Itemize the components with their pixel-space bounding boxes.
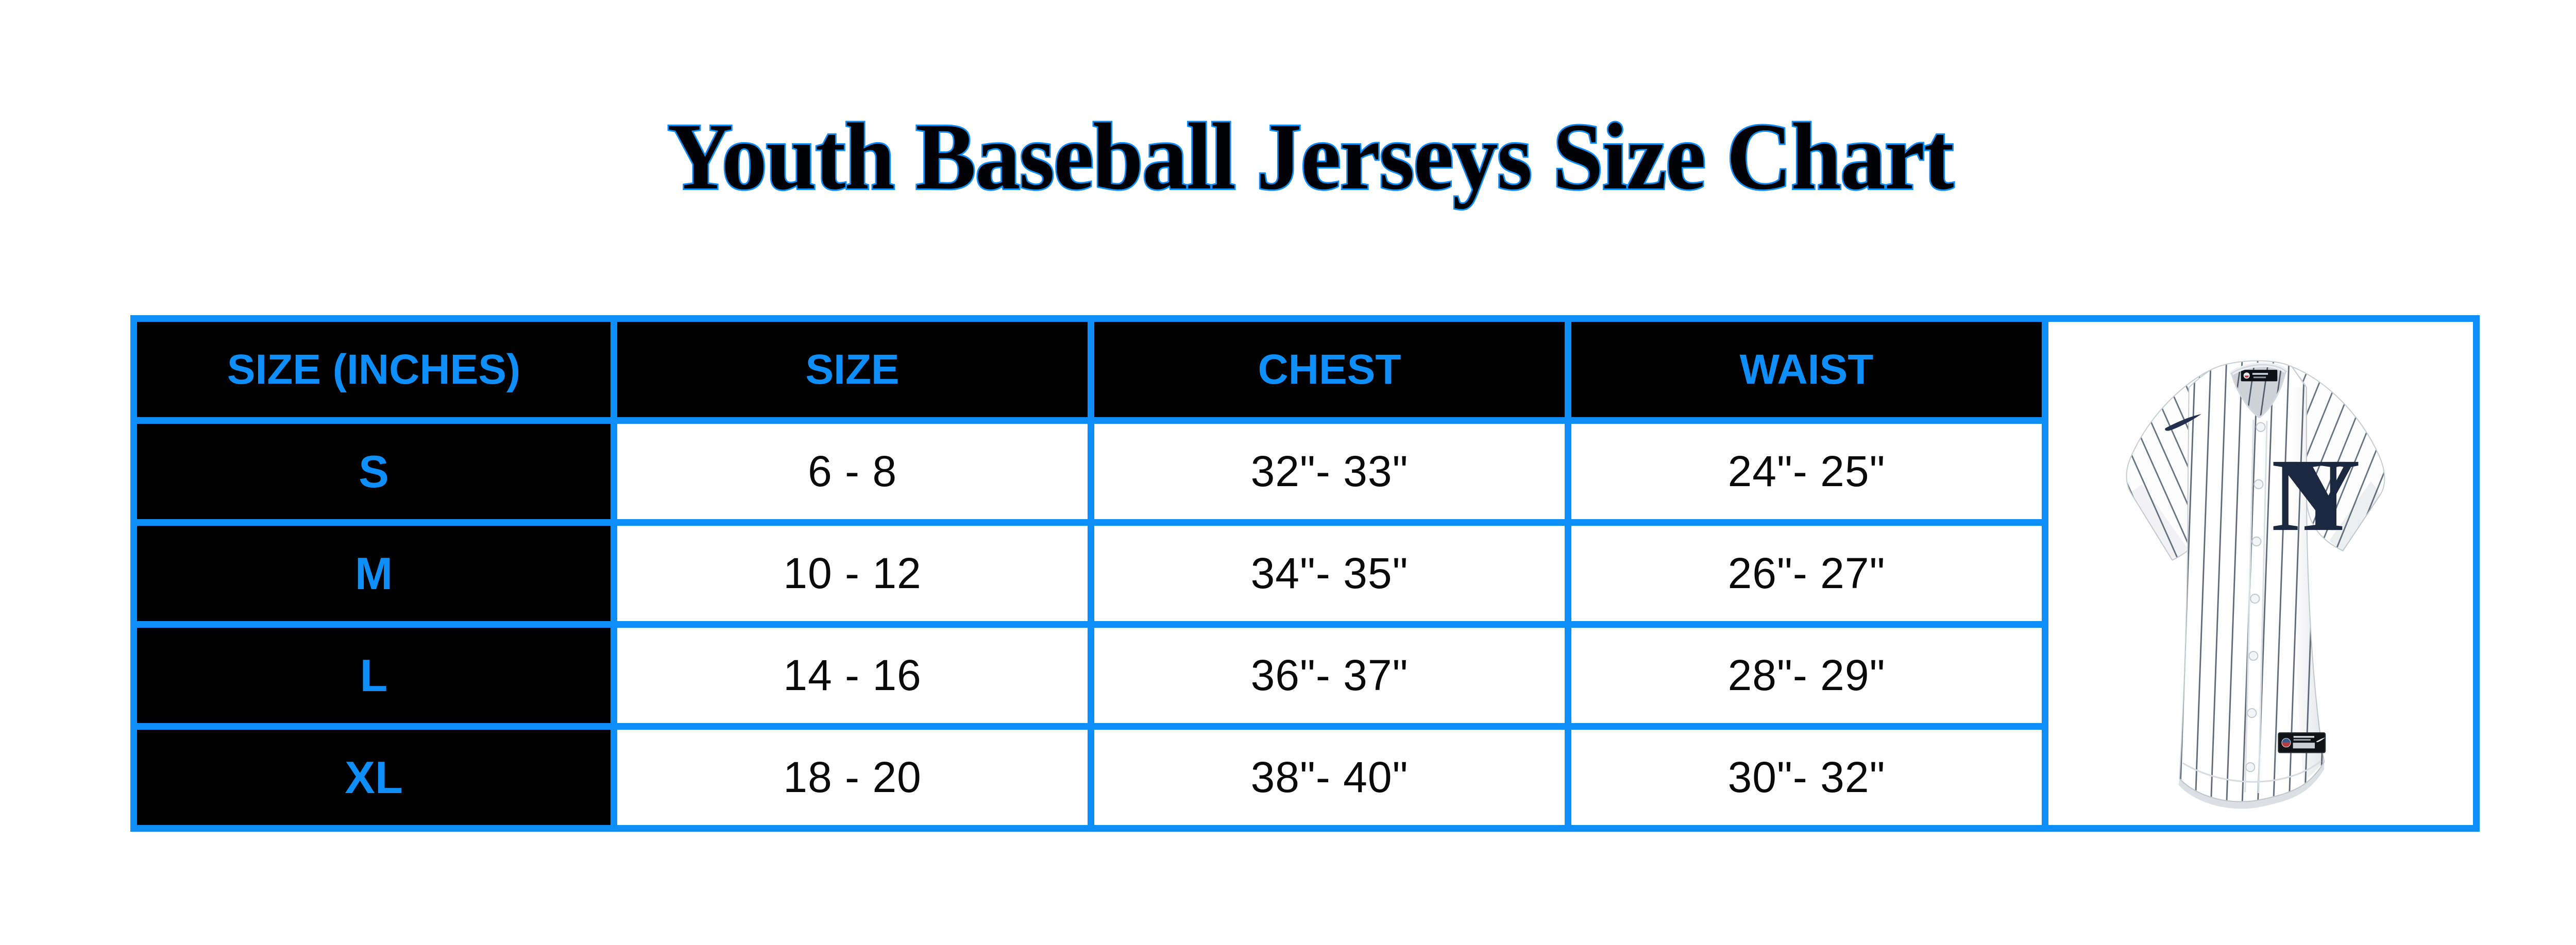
size-value: 18 - 20 xyxy=(611,723,1094,832)
row-label-s: S xyxy=(130,417,617,526)
collar-tag xyxy=(2241,369,2278,381)
page-title: Youth Baseball Jerseys Size Chart xyxy=(666,104,1955,210)
jersey-image-cell: NY xyxy=(2042,315,2480,832)
size-value: 14 - 16 xyxy=(611,621,1094,730)
jersey-jock-tag xyxy=(2278,732,2326,753)
jersey-placket xyxy=(2244,419,2268,793)
chest-value: 38"- 40" xyxy=(1088,723,1571,832)
table-row: S 6 - 8 32"- 33" 24"- 25" xyxy=(130,417,2477,526)
row-label-xl: XL xyxy=(130,723,617,832)
waist-value: 24"- 25" xyxy=(1565,417,2048,526)
waist-value: 26"- 27" xyxy=(1565,519,2048,628)
size-chart-table: SIZE (INCHES) SIZE CHEST WAIST xyxy=(130,315,2480,832)
header-size: SIZE xyxy=(611,315,1094,424)
waist-value: 30"- 32" xyxy=(1565,723,2048,832)
header-waist: WAIST xyxy=(1565,315,2048,424)
row-label-m: M xyxy=(130,519,617,628)
row-label-l: L xyxy=(130,621,617,730)
chest-value: 34"- 35" xyxy=(1088,519,1571,628)
jersey-right-sleeve xyxy=(2290,365,2385,552)
size-value: 6 - 8 xyxy=(611,417,1094,526)
table-row: L 14 - 16 36"- 37" 28"- 29" xyxy=(130,621,2477,730)
jersey-torso xyxy=(2178,360,2325,809)
waist-value: 28"- 29" xyxy=(1565,621,2048,730)
nike-swoosh-icon xyxy=(2165,414,2201,431)
header-row: SIZE (INCHES) SIZE CHEST WAIST xyxy=(130,315,2480,832)
jersey-collar xyxy=(2229,362,2289,418)
header-size-inches: SIZE (INCHES) xyxy=(130,315,617,424)
size-value: 10 - 12 xyxy=(611,519,1094,628)
yankees-jersey-image: NY xyxy=(2052,325,2470,822)
table-row: XL 18 - 20 38"- 40" 30"- 32" xyxy=(130,723,2477,832)
chest-value: 36"- 37" xyxy=(1088,621,1571,730)
table-row: M 10 - 12 34"- 35" 26"- 27" xyxy=(130,519,2477,628)
header-chest: CHEST xyxy=(1088,315,1571,424)
chest-value: 32"- 33" xyxy=(1088,417,1571,526)
